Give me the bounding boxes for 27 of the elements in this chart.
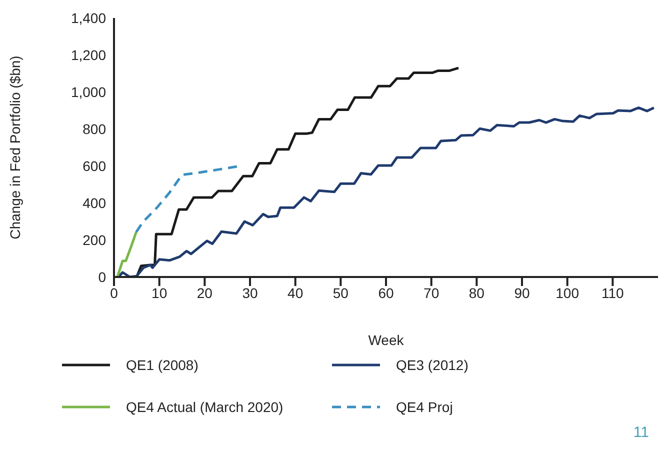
x-tick-label: 30 — [242, 284, 258, 301]
x-tick-label: 110 — [602, 284, 624, 301]
x-tick-label: 40 — [288, 284, 304, 301]
y-tick-label: 1,200 — [70, 46, 106, 63]
y-tick-label: 1,400 — [70, 10, 106, 26]
legend-label: QE4 Proj — [396, 399, 453, 415]
y-tick-label: 0 — [98, 268, 106, 285]
x-tick-label: 90 — [514, 284, 530, 301]
x-tick-label: 0 — [110, 284, 118, 301]
legend-label: QE4 Actual (March 2020) — [126, 399, 284, 415]
y-tick-label: 600 — [82, 158, 106, 174]
legend-label: QE1 (2008) — [126, 357, 198, 373]
x-tick-label: 100 — [556, 284, 580, 301]
x-tick-label: 70 — [424, 284, 440, 301]
x-tick-label: 50 — [332, 284, 349, 301]
y-tick-label: 400 — [82, 194, 106, 211]
x-tick-label: 10 — [152, 284, 168, 301]
y-tick-label: 800 — [82, 120, 106, 137]
x-tick-label: 80 — [468, 284, 485, 301]
y-tick-label: 200 — [82, 232, 106, 248]
x-tick-label: 20 — [196, 284, 213, 301]
x-axis-title: Week — [368, 332, 405, 348]
y-axis-title: Change in Fed Portfolio ($bn) — [6, 56, 23, 240]
text: 11 — [633, 424, 649, 441]
y-tick-label: 1,000 — [70, 84, 106, 100]
x-tick-label: 60 — [378, 284, 394, 301]
legend-label: QE3 (2012) — [396, 357, 468, 373]
